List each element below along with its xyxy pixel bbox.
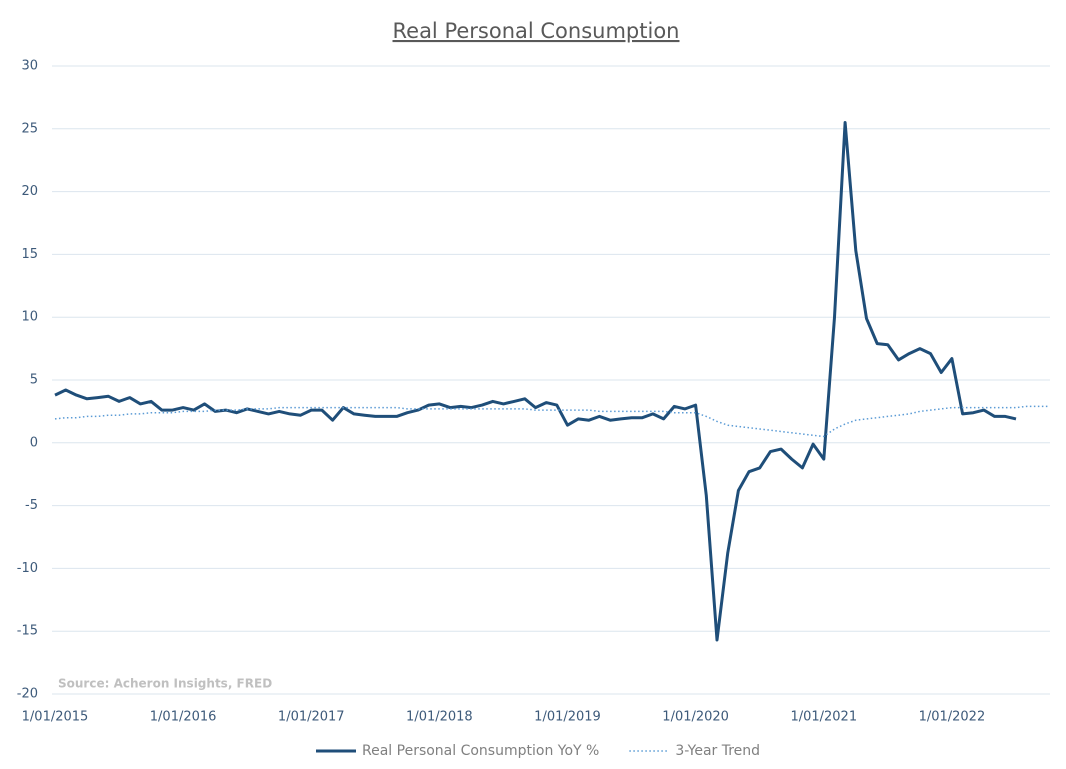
y-tick-label: 10 [21,310,38,325]
y-tick-label: 5 [30,373,38,388]
legend-label: 3-Year Trend [675,743,760,759]
x-tick-label: 1/01/2019 [534,710,601,725]
legend-label: Real Personal Consumption YoY % [362,743,599,759]
x-tick-label: 1/01/2015 [22,710,89,725]
y-tick-label: -5 [25,498,38,513]
series-line [54,121,1017,642]
y-tick-label: 25 [21,121,38,136]
x-tick-label: 1/01/2017 [278,710,345,725]
y-tick-label: 30 [21,59,38,74]
x-tick-label: 1/01/2018 [406,710,473,725]
x-tick-label: 1/01/2022 [919,710,986,725]
y-tick-label: 0 [30,435,38,450]
y-tick-label: -15 [17,624,38,639]
y-tick-label: -20 [17,687,38,702]
y-tick-label: -10 [17,561,38,576]
x-tick-label: 1/01/2021 [790,710,857,725]
chart-title: Real Personal Consumption [393,19,680,43]
series-line [54,405,1048,438]
y-tick-label: 15 [21,247,38,262]
x-tick-label: 1/01/2020 [662,710,729,725]
x-tick-label: 1/01/2016 [150,710,217,725]
source-note: Source: Acheron Insights, FRED [58,677,272,691]
y-tick-label: 20 [21,184,38,199]
